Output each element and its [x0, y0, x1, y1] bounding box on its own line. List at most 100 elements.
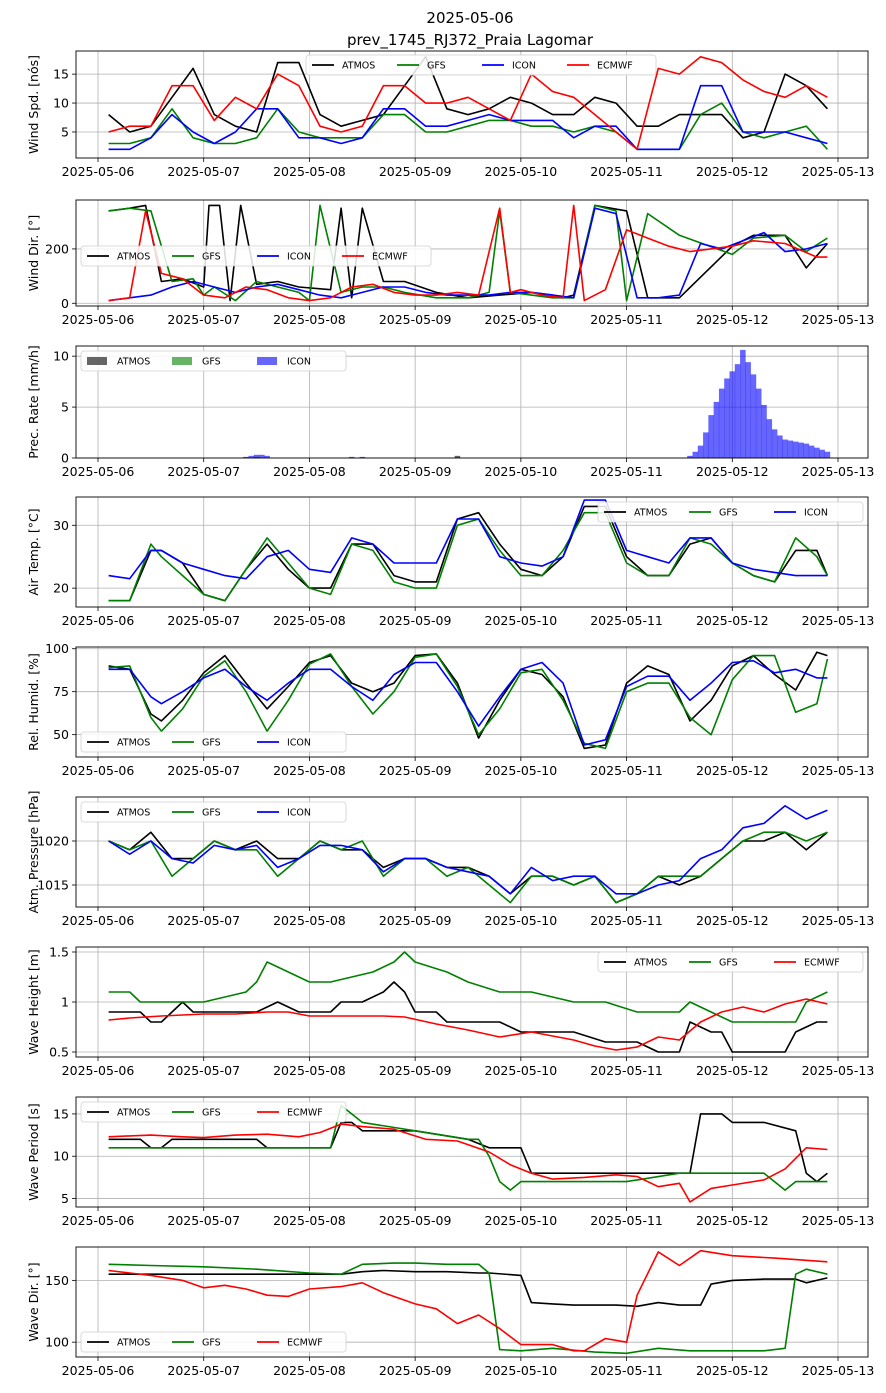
- x-tick-label: 2025-05-09: [379, 464, 452, 479]
- y-tick-label: 5: [61, 400, 69, 415]
- bar-icon: [808, 445, 815, 458]
- y-tick-label: 15: [53, 1106, 69, 1121]
- legend-box: [80, 350, 347, 372]
- x-tick-label: 2025-05-12: [696, 1363, 769, 1378]
- legend: ATMOS GFS ICON ECMWF: [80, 245, 432, 267]
- legend-swatch-gfs: [172, 357, 192, 365]
- x-tick-label: 2025-05-12: [696, 613, 769, 628]
- x-tick-label: 2025-05-10: [485, 164, 558, 179]
- y-tick-label: 0: [61, 451, 69, 466]
- x-tick-label: 2025-05-06: [62, 913, 135, 928]
- bar-icon: [697, 445, 704, 458]
- y-tick-label: 10: [53, 349, 69, 364]
- x-tick-label: 2025-05-12: [696, 164, 769, 179]
- axes-frame: [75, 1246, 869, 1358]
- bar-icon: [708, 415, 714, 458]
- legend-label-atmos: ATMOS: [117, 808, 150, 819]
- x-tick-label: 2025-05-12: [696, 913, 769, 928]
- series-line-atmos: [108, 55, 828, 139]
- bar-icon: [703, 432, 709, 458]
- legend-label-gfs: GFS: [202, 1338, 221, 1349]
- legend-swatch-atmos: [87, 357, 107, 365]
- figure-title-date: 2025-05-06: [426, 9, 513, 27]
- x-tick-label: 2025-05-10: [485, 613, 558, 628]
- x-tick-label: 2025-05-13: [802, 1063, 875, 1078]
- x-tick-label: 2025-05-08: [273, 613, 346, 628]
- x-tick-label: 2025-05-06: [62, 464, 135, 479]
- y-tick-label: 100: [45, 641, 69, 656]
- panel-7: 2025-05-06 2025-05-07 2025-05-08 2025-05-09…: [26, 945, 874, 1079]
- legend-label-atmos: ATMOS: [634, 508, 667, 519]
- x-tick-label: 2025-05-09: [379, 1213, 452, 1228]
- legend-box: [597, 501, 864, 523]
- legend-label-atmos: ATMOS: [117, 1108, 150, 1119]
- bar-icon: [692, 451, 699, 458]
- series-line-icon: [108, 84, 828, 151]
- bar-icon: [259, 454, 265, 458]
- axes-frame: [75, 496, 869, 608]
- x-tick-label: 2025-05-08: [273, 464, 346, 479]
- x-tick-label: 2025-05-09: [379, 763, 452, 778]
- y-axis-label: Rel. Humid. [%]: [26, 653, 41, 751]
- series-line-atmos: [108, 1113, 828, 1183]
- x-tick-label: 2025-05-11: [590, 1363, 663, 1378]
- y-axis-label: Prec. Rate [mm/h]: [26, 345, 41, 459]
- series-line-ecmwf: [108, 998, 828, 1051]
- x-tick-label: 2025-05-07: [167, 464, 240, 479]
- legend: ATMOS GFS ICON: [80, 801, 347, 823]
- x-tick-label: 2025-05-08: [273, 1213, 346, 1228]
- plot-area: [108, 1104, 828, 1203]
- x-tick-label: 2025-05-07: [167, 164, 240, 179]
- legend-label-icon: ICON: [287, 808, 311, 819]
- y-tick-label: 5: [61, 124, 69, 139]
- x-tick-label: 2025-05-10: [485, 464, 558, 479]
- series-line-gfs: [108, 831, 828, 904]
- y-axis-label: Wave Dir. [°]: [26, 1262, 41, 1341]
- bar-icon: [750, 374, 757, 458]
- x-tick-label: 2025-05-11: [590, 1063, 663, 1078]
- bar-icon: [729, 371, 736, 458]
- bar-icon: [713, 401, 720, 458]
- legend-label-ecmwf: ECMWF: [287, 1108, 323, 1119]
- series-line-ecmwf: [108, 1249, 828, 1352]
- x-tick-label: 2025-05-07: [167, 763, 240, 778]
- panel-2: 2025-05-06 2025-05-07 2025-05-08 2025-05-09…: [26, 199, 874, 327]
- legend: ATMOS GFS ECMWF: [597, 951, 864, 973]
- y-tick-label: 200: [45, 241, 69, 256]
- y-tick-label: 0: [61, 296, 69, 311]
- x-tick-label: 2025-05-07: [167, 613, 240, 628]
- legend: ATMOS GFS ICON: [80, 731, 347, 753]
- bar-icon: [782, 439, 788, 458]
- legend: ATMOS GFS ECMWF: [80, 1101, 347, 1123]
- legend-label-ecmwf: ECMWF: [287, 1338, 323, 1349]
- y-tick-label: 1: [61, 995, 69, 1010]
- x-tick-label: 2025-05-07: [167, 312, 240, 327]
- x-tick-label: 2025-05-10: [485, 763, 558, 778]
- bar-icon: [755, 388, 762, 458]
- legend-label-ecmwf: ECMWF: [804, 958, 840, 969]
- axes-frame: [75, 50, 869, 159]
- x-tick-label: 2025-05-09: [379, 913, 452, 928]
- legend-box: [305, 54, 657, 76]
- x-tick-label: 2025-05-13: [802, 613, 875, 628]
- legend-label-icon: ICON: [804, 508, 828, 519]
- x-tick-label: 2025-05-13: [802, 913, 875, 928]
- x-tick-label: 2025-05-07: [167, 1363, 240, 1378]
- x-tick-label: 2025-05-10: [485, 1363, 558, 1378]
- legend-box: [597, 951, 864, 973]
- series-line-gfs: [108, 1104, 828, 1191]
- x-tick-label: 2025-05-13: [802, 164, 875, 179]
- series-line-gfs: [108, 653, 829, 750]
- x-tick-label: 2025-05-12: [696, 763, 769, 778]
- bar-icon: [724, 378, 730, 458]
- y-tick-label: 10: [53, 96, 69, 111]
- legend-label-gfs: GFS: [719, 958, 738, 969]
- y-tick-label: 30: [53, 518, 69, 533]
- series-line-ecmwf: [108, 55, 828, 151]
- plot-area: [243, 349, 831, 458]
- x-tick-label: 2025-05-11: [590, 312, 663, 327]
- y-tick-label: 1.5: [49, 945, 69, 960]
- x-tick-label: 2025-05-06: [62, 164, 135, 179]
- series-line-gfs: [108, 951, 828, 1023]
